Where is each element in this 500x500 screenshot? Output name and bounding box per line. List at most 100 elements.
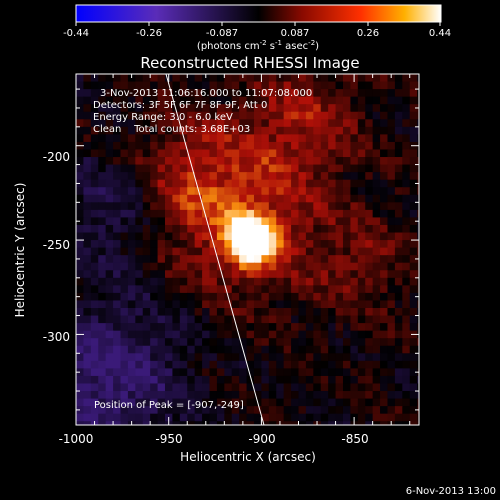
heatmap-cell bbox=[417, 126, 419, 135]
heatmap-cell bbox=[380, 96, 389, 105]
heatmap-cell bbox=[98, 300, 107, 309]
heatmap-cell bbox=[268, 187, 277, 196]
heatmap-cell bbox=[365, 277, 374, 286]
heatmap-cell bbox=[313, 149, 322, 158]
heatmap-cell bbox=[402, 255, 411, 264]
colorbar-tick-label: 0.44 bbox=[429, 28, 451, 39]
heatmap-cell bbox=[283, 360, 292, 369]
heatmap-cell bbox=[187, 247, 196, 256]
heatmap-cell bbox=[127, 111, 136, 120]
heatmap-cell bbox=[224, 157, 233, 166]
heatmap-cell bbox=[231, 81, 240, 90]
heatmap-cell bbox=[83, 232, 92, 241]
heatmap-cell bbox=[172, 270, 181, 279]
heatmap-cell bbox=[202, 308, 211, 317]
heatmap-cell bbox=[209, 247, 218, 256]
heatmap-cell bbox=[231, 262, 240, 271]
heatmap-cell bbox=[357, 421, 366, 425]
heatmap-cell bbox=[276, 187, 285, 196]
heatmap-cell bbox=[305, 111, 314, 120]
heatmap-cell bbox=[90, 375, 99, 385]
heatmap-cell bbox=[179, 383, 188, 392]
heatmap-cell bbox=[283, 323, 292, 332]
heatmap-cell bbox=[150, 134, 159, 143]
heatmap-cell bbox=[216, 89, 225, 98]
heatmap-cell bbox=[365, 330, 374, 339]
heatmap-cell bbox=[372, 406, 381, 415]
heatmap-cell bbox=[276, 202, 285, 211]
heatmap-cell bbox=[209, 209, 218, 219]
heatmap-cell bbox=[83, 209, 92, 219]
heatmap-cell bbox=[342, 141, 351, 151]
heatmap-cell bbox=[246, 345, 255, 354]
heatmap-cell bbox=[120, 368, 129, 377]
heatmap-cell bbox=[239, 119, 248, 128]
heatmap-cell bbox=[246, 300, 255, 309]
heatmap-cell bbox=[83, 277, 92, 286]
heatmap-cell bbox=[283, 164, 292, 173]
heatmap-cell bbox=[194, 164, 203, 173]
heatmap-cell bbox=[113, 157, 122, 166]
heatmap-cell bbox=[335, 172, 344, 181]
heatmap-cell bbox=[387, 149, 396, 158]
heatmap-cell bbox=[83, 247, 92, 256]
heatmap-cell bbox=[365, 323, 374, 332]
heatmap-cell bbox=[268, 232, 277, 241]
heatmap-cell bbox=[350, 209, 359, 219]
heatmap-cell bbox=[380, 172, 389, 181]
heatmap-cell bbox=[328, 81, 337, 90]
heatmap-cell bbox=[394, 383, 403, 392]
heatmap-cell bbox=[402, 421, 411, 425]
heatmap-cell bbox=[350, 368, 359, 377]
heatmap-cell bbox=[298, 375, 307, 385]
heatmap-cell bbox=[120, 240, 129, 249]
heatmap-cell bbox=[76, 232, 85, 241]
heatmap-cell bbox=[409, 209, 418, 219]
heatmap-cell bbox=[231, 149, 240, 158]
heatmap-cell bbox=[305, 308, 314, 317]
heatmap-cell bbox=[150, 406, 159, 415]
heatmap-cell bbox=[172, 172, 181, 181]
heatmap-cell bbox=[357, 157, 366, 166]
heatmap-cell bbox=[246, 421, 255, 425]
heatmap-cell bbox=[380, 413, 389, 422]
heatmap-cell bbox=[194, 209, 203, 219]
heatmap-cell bbox=[365, 194, 374, 203]
heatmap-cell bbox=[350, 353, 359, 362]
heatmap-cell bbox=[157, 300, 166, 309]
heatmap-cell bbox=[224, 209, 233, 219]
heatmap-cell bbox=[142, 126, 151, 135]
heatmap-cell bbox=[365, 368, 374, 377]
heatmap-cell bbox=[135, 187, 144, 196]
heatmap-cell bbox=[120, 292, 129, 302]
heatmap-cell bbox=[157, 164, 166, 173]
heatmap-cell bbox=[283, 81, 292, 90]
heatmap-cell bbox=[402, 345, 411, 354]
heatmap-cell bbox=[291, 209, 300, 219]
heatmap-cell bbox=[150, 315, 159, 324]
heatmap-cell bbox=[98, 413, 107, 422]
heatmap-cell bbox=[305, 126, 314, 135]
x-tick-label: -900 bbox=[248, 432, 275, 446]
heatmap-cell bbox=[98, 179, 107, 188]
heatmap-cell bbox=[305, 194, 314, 203]
heatmap-cell bbox=[231, 96, 240, 105]
heatmap-cell bbox=[291, 134, 300, 143]
heatmap-cell bbox=[394, 270, 403, 279]
heatmap-cell bbox=[239, 285, 248, 294]
heatmap-cell bbox=[179, 247, 188, 256]
heatmap-cell bbox=[150, 119, 159, 128]
heatmap-cell bbox=[305, 338, 314, 347]
heatmap-cell bbox=[268, 421, 277, 425]
heatmap-cell bbox=[335, 315, 344, 324]
heatmap-cell bbox=[335, 89, 344, 98]
heatmap-cell bbox=[298, 96, 307, 105]
heatmap-cell bbox=[179, 179, 188, 188]
heatmap-cell bbox=[239, 383, 248, 392]
heatmap-cell bbox=[283, 217, 292, 226]
heatmap-cell bbox=[283, 353, 292, 362]
heatmap-cell bbox=[224, 270, 233, 279]
heatmap-cell bbox=[350, 96, 359, 105]
heatmap-cell bbox=[372, 247, 381, 256]
heatmap-cell bbox=[409, 240, 418, 249]
